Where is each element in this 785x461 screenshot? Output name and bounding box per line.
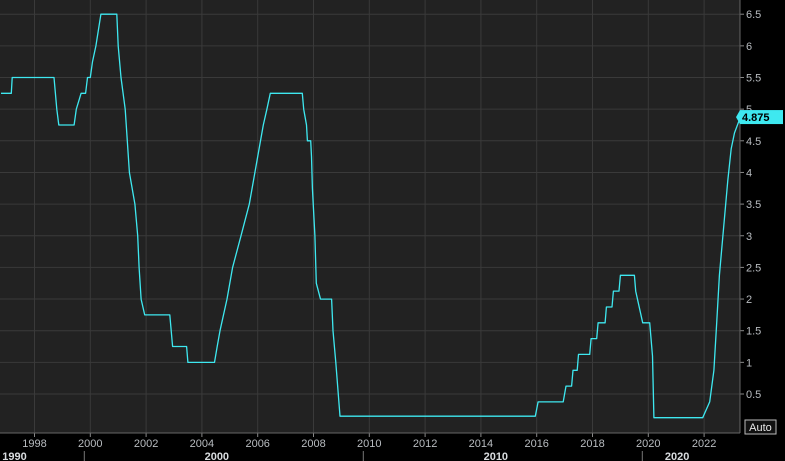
decade-label: 2020 [665, 451, 689, 461]
auto-scale-button-frame[interactable] [744, 419, 777, 435]
decade-label: 2000 [205, 451, 229, 461]
last-value-label: 4.875 [742, 112, 770, 124]
auto-scale-button-label[interactable]: Auto [749, 422, 772, 434]
y-tick-label: 4 [746, 167, 752, 179]
x-tick-label: 2012 [413, 438, 437, 450]
last-value-badge [740, 110, 783, 125]
y-tick-label: 2.5 [746, 262, 761, 274]
y-tick-label: 6.5 [746, 9, 761, 21]
x-tick-label: 2002 [134, 438, 158, 450]
x-tick-label: 2000 [78, 438, 102, 450]
y-tick-label: 1 [746, 357, 752, 369]
axes [0, 0, 744, 461]
y-tick-label: 1.5 [746, 326, 761, 338]
y-tick-label: 3.5 [746, 199, 761, 211]
series-layer [1, 13, 742, 419]
x-tick-label: 2022 [692, 438, 716, 450]
rate-series-line[interactable] [1, 13, 742, 419]
y-tick-label: 4.5 [746, 136, 761, 148]
grid-lines [0, 0, 740, 433]
last-value-pointer [736, 110, 740, 125]
y-tick-label: 0.5 [746, 389, 761, 401]
y-tick-label: 6 [746, 41, 752, 53]
x-tick-label: 2020 [636, 438, 660, 450]
decade-label: 1990 [2, 451, 26, 461]
decade-label: 2010 [484, 451, 508, 461]
x-tick-label: 1998 [22, 438, 46, 450]
x-tick-label: 2006 [245, 438, 269, 450]
x-tick-label: 2008 [301, 438, 325, 450]
x-tick-label: 2018 [580, 438, 604, 450]
labels-layer: 0.511.522.533.544.555.566.51998200020022… [2, 9, 783, 461]
x-tick-label: 2010 [357, 438, 381, 450]
x-tick-label: 2016 [524, 438, 548, 450]
y-tick-label: 2 [746, 294, 752, 306]
auto-scale-button[interactable]: Auto [744, 419, 777, 435]
y-tick-label: 5.5 [746, 73, 761, 85]
y-tick-label: 3 [746, 231, 752, 243]
x-tick-label: 2014 [469, 438, 493, 450]
plot-area[interactable] [0, 0, 740, 433]
x-tick-label: 2004 [190, 438, 214, 450]
